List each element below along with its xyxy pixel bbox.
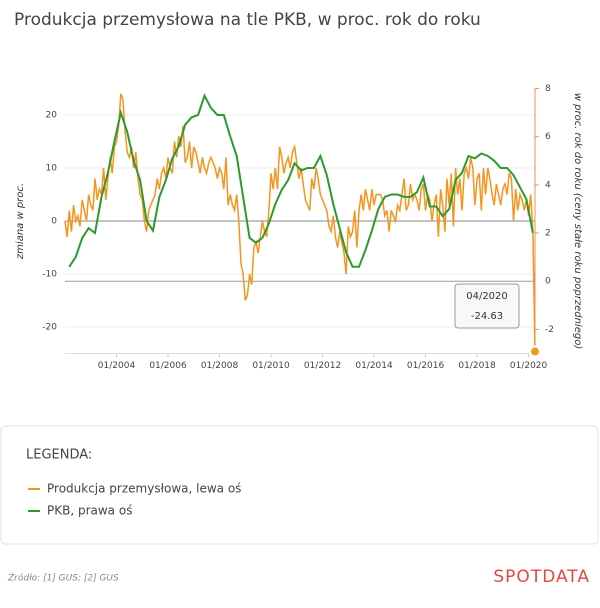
y2-tick-label: 2: [545, 229, 551, 239]
y-tick-label: -20: [42, 323, 57, 333]
series-line: [64, 93, 536, 352]
legend-box: [0, 425, 599, 545]
tooltip-date: 04/2020: [466, 291, 508, 302]
x-tick-label: 01/2020: [510, 361, 548, 371]
tooltip: [454, 283, 520, 329]
tooltip-value: -24.63: [471, 311, 503, 322]
y2-tick-label: 8: [545, 84, 551, 94]
y-tick-label: -10: [42, 270, 57, 280]
x-tick-label: 01/2006: [149, 361, 187, 371]
x-tick-label: 01/2014: [355, 361, 393, 371]
legend-label: Produkcja przemysłowa, lewa oś: [47, 482, 241, 496]
chart-title: Produkcja przemysłowa na tle PKB, w proc…: [14, 10, 481, 30]
legend-title: LEGENDA:: [26, 448, 92, 463]
x-tick-label: 01/2016: [407, 361, 445, 371]
logo: SPOTDATA: [493, 567, 590, 587]
y-axis-label: zmiana w proc.: [15, 183, 26, 260]
x-tick-label: 01/2018: [458, 361, 496, 371]
y2-axis-label: w proc. rok do roku (ceny stałe roku pop…: [572, 93, 583, 349]
y-tick-label: 0: [51, 217, 57, 227]
y2-tick-label: 0: [545, 277, 551, 287]
x-tick-label: 01/2008: [201, 361, 239, 371]
y2-tick-label: 4: [545, 180, 551, 190]
x-tick-label: 01/2010: [252, 361, 290, 371]
source: Źródło: [1] GUS; [2] GUS: [7, 572, 119, 584]
highlight-marker: [529, 345, 541, 358]
y2-tick-label: 6: [545, 132, 551, 142]
y-tick-label: 20: [46, 111, 58, 121]
legend-label: PKB, prawa oś: [47, 504, 132, 518]
x-tick-label: 01/2012: [304, 361, 341, 371]
x-tick-label: 01/2004: [98, 361, 136, 371]
series-line: [68, 93, 534, 268]
y2-tick-label: -2: [545, 325, 554, 335]
y-tick-label: 10: [46, 164, 58, 174]
